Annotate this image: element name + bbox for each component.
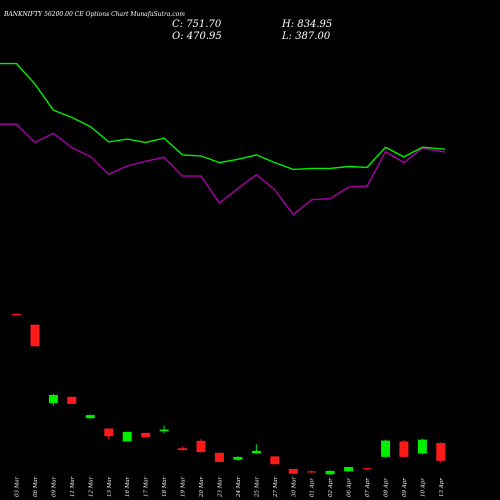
candle	[67, 396, 77, 405]
candle	[344, 466, 354, 472]
candle	[196, 439, 206, 453]
x-tick-label: 13 Mar	[107, 476, 113, 497]
x-tick-label: 30 Mar	[291, 476, 297, 497]
chart-title: BANKNIFTY 56200.00 CE Options Chart Muna…	[3, 11, 185, 18]
candle	[417, 438, 427, 455]
high-value: H: 834.95	[281, 19, 332, 30]
candle	[48, 393, 58, 406]
candle	[30, 324, 40, 347]
x-axis-tick-labels: 03 Mar 06 Mar 09 Mar 11 Mar 12 Mar 13 Mar 16 M…	[15, 476, 445, 498]
candle-body	[270, 456, 280, 465]
candle	[381, 439, 390, 458]
candle	[288, 468, 298, 474]
candle	[436, 442, 446, 463]
candle-body	[344, 467, 354, 472]
x-tick-label: 23 Mar	[217, 476, 223, 498]
candle-body	[362, 468, 372, 470]
candle-body	[214, 452, 224, 462]
candle-body	[141, 432, 151, 438]
candle-body	[178, 448, 187, 450]
candle-body	[288, 468, 298, 474]
candle	[159, 425, 169, 434]
x-tick-label: 09 Apr	[402, 478, 408, 497]
candle-body	[251, 450, 261, 454]
x-tick-label: 07 Apr	[365, 478, 371, 497]
x-tick-label: 12 Mar	[88, 476, 94, 497]
candle	[399, 440, 409, 458]
candle	[12, 313, 21, 316]
x-tick-label: 20 Mar	[199, 476, 205, 498]
x-tick-label: 27 Mar	[273, 476, 279, 498]
x-tick-label: 09 Mar	[51, 476, 57, 497]
candle-body	[12, 313, 21, 316]
open-value: O: 470.95	[172, 31, 222, 42]
candle	[233, 456, 243, 461]
candle-body	[399, 441, 409, 457]
candle-body	[307, 471, 317, 473]
x-tick-label: 17 Mar	[144, 476, 150, 497]
candle-body	[122, 431, 132, 442]
candle-body	[233, 456, 243, 460]
x-tick-label: 25 Mar	[254, 476, 260, 498]
candlestick-series	[12, 313, 446, 475]
candle-body	[30, 324, 40, 347]
x-tick-label: 18 Mar	[162, 476, 168, 497]
x-tick-label: 01 Apr	[310, 478, 316, 497]
candle-body	[381, 440, 390, 457]
x-tick-label: 13 Apr	[439, 478, 445, 497]
candle	[104, 428, 114, 440]
candle	[270, 456, 280, 465]
candle	[178, 446, 187, 451]
candle-body	[325, 470, 335, 475]
fast-moving-average-line	[0, 62, 446, 171]
x-tick-label: 06 Mar	[33, 476, 39, 497]
candle	[85, 414, 95, 419]
candle	[362, 467, 372, 470]
x-tick-label: 11 Mar	[70, 476, 76, 497]
x-tick-label: 06 Apr	[347, 478, 353, 497]
x-tick-label: 19 Mar	[181, 476, 187, 497]
candle	[325, 470, 335, 475]
x-tick-label: 10 Apr	[420, 478, 426, 497]
x-tick-label: 24 Mar	[236, 476, 242, 498]
candle	[214, 452, 224, 462]
candle-body	[417, 439, 427, 454]
low-value: L: 387.00	[281, 31, 331, 42]
candle-body	[436, 443, 446, 461]
candle-body	[196, 440, 206, 453]
x-tick-label: 08 Apr	[384, 478, 390, 497]
candle	[122, 431, 132, 442]
x-tick-label: 16 Mar	[125, 476, 131, 497]
candle-body	[48, 394, 58, 404]
candle-body	[159, 429, 169, 432]
candle	[251, 444, 261, 454]
moving-average-lines	[0, 62, 446, 216]
close-value: C: 751.70	[172, 19, 222, 30]
candle	[141, 432, 151, 438]
candle-body	[67, 396, 77, 404]
x-tick-label: 03 Mar	[15, 476, 21, 497]
candle	[307, 470, 317, 474]
candle-body	[104, 428, 114, 437]
candle-body	[85, 415, 95, 419]
slow-moving-average-line	[0, 123, 446, 216]
x-tick-label: 02 Apr	[328, 478, 334, 497]
